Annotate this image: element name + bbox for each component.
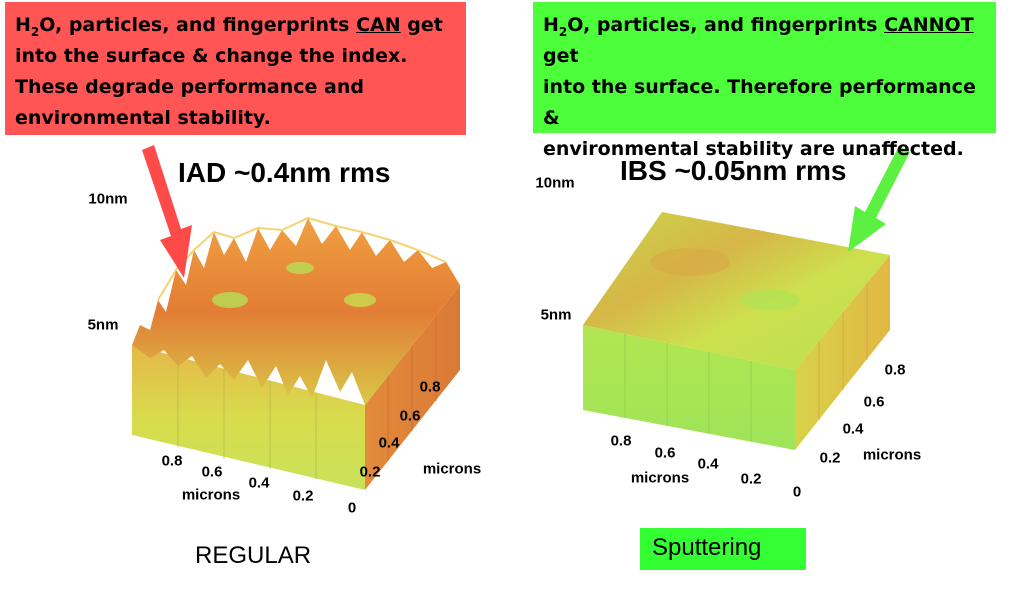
left-callout: H2O, particles, and fingerprints CAN get… <box>5 2 466 135</box>
right-callout: H2O, particles, and fingerprints CANNOT … <box>533 2 996 160</box>
iad-rough-top <box>132 218 460 405</box>
ibs-side-tick: 0.8 <box>884 361 906 379</box>
ibs-side-tick: 0 <box>792 483 802 501</box>
left-callout-line3: These degrade performance and <box>15 76 364 98</box>
ibs-green-patch <box>740 290 800 310</box>
regular-caption: REGULAR <box>195 542 312 569</box>
ibs-title: IBS ~0.05nm rms <box>620 155 847 186</box>
left-callout-line1: H2O, particles, and fingerprints CAN get <box>15 10 456 41</box>
sputtering-caption: Sputtering <box>640 528 806 570</box>
ibs-front-tick: 0.8 <box>610 432 632 450</box>
right-callout-line3: environmental stability are unaffected. <box>543 138 964 160</box>
ibs-z-tick-5: 5nm <box>540 306 572 324</box>
callout-text: O, particles, and fingerprints <box>39 14 350 36</box>
callout-text: get <box>407 14 443 36</box>
iad-surface <box>132 216 460 490</box>
red-arrow <box>142 145 192 278</box>
ibs-front-tick: 0.2 <box>740 470 762 488</box>
right-callout-line1: H2O, particles, and fingerprints CANNOT … <box>543 10 986 72</box>
ibs-side-tick: 0.4 <box>842 420 864 438</box>
iad-front-tick: 0.2 <box>292 487 314 505</box>
h-subscript: 2 <box>558 24 568 39</box>
ibs-side-tick: 0.2 <box>819 449 841 467</box>
right-callout-line2: into the surface. Therefore performance … <box>543 76 976 129</box>
ibs-z-tick-10: 10nm <box>535 174 575 192</box>
iad-side-tick: 0.2 <box>359 463 381 481</box>
iad-ridge-highlight <box>157 216 447 301</box>
iad-side-tick: 0.8 <box>419 378 441 396</box>
h-letter: H <box>15 14 31 36</box>
iad-front-tick: 0.6 <box>201 463 223 481</box>
iad-title: IAD ~0.4nm rms <box>178 157 391 188</box>
iad-z-tick-5: 5nm <box>87 316 119 334</box>
ibs-front-face <box>583 325 795 450</box>
ibs-smooth-top <box>583 212 890 370</box>
left-callout-line2: into the surface & change the index. <box>15 45 408 67</box>
iad-side-tick: 0.6 <box>399 407 421 425</box>
ibs-side-tick: 0.6 <box>863 393 885 411</box>
iad-green-patch <box>344 293 376 307</box>
h-subscript: 2 <box>30 24 40 39</box>
ibs-side-axis-label: microns <box>862 446 922 464</box>
iad-front-tick: 0.4 <box>248 474 270 492</box>
iad-front-axis-label: microns <box>181 486 241 504</box>
iad-side-axis-label: microns <box>422 460 482 478</box>
callout-keyword: CAN <box>356 14 401 36</box>
iad-front-tick: 0.8 <box>161 452 183 470</box>
green-arrow <box>848 146 910 252</box>
left-callout-line4: environmental stability. <box>15 107 271 129</box>
ibs-front-tick: 0.6 <box>654 444 676 462</box>
iad-side-tick: 0.4 <box>378 434 400 452</box>
iad-green-patch <box>286 262 314 274</box>
iad-green-patch <box>212 292 248 308</box>
h-letter: H <box>543 14 559 36</box>
ibs-orange-patch <box>650 248 730 276</box>
callout-text: get <box>543 45 579 67</box>
iad-z-tick-10: 10nm <box>88 190 128 208</box>
ibs-surface <box>583 212 890 450</box>
ibs-front-axis-label: microns <box>630 469 690 487</box>
callout-text: O, particles, and fingerprints <box>567 14 878 36</box>
iad-side-tick: 0 <box>347 499 357 517</box>
iad-front-face <box>132 345 365 490</box>
callout-keyword: CANNOT <box>884 14 974 36</box>
ibs-front-tick: 0.4 <box>697 455 719 473</box>
